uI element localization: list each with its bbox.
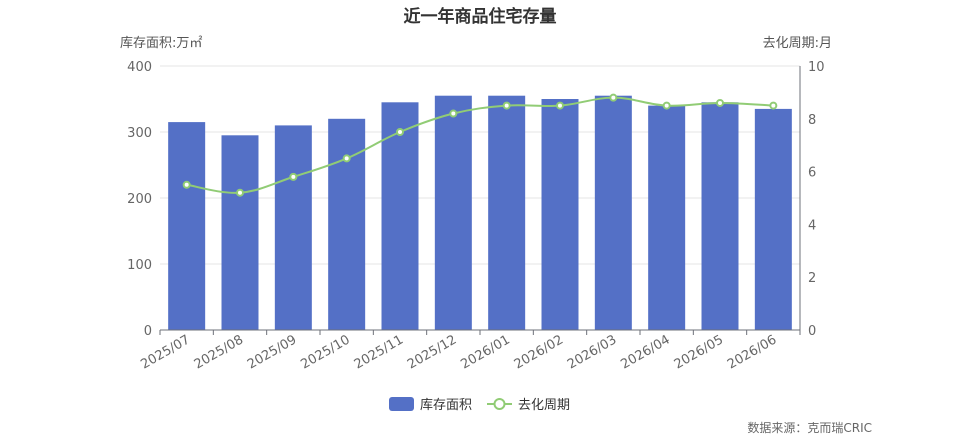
- x-tick-label: 2025/12: [405, 332, 459, 372]
- bar: [221, 135, 259, 330]
- line-path: [186, 96, 774, 194]
- source-note: 数据来源：克而瑞CRIC: [747, 420, 872, 435]
- line-point: [236, 188, 244, 197]
- legend-line-marker[interactable]: [493, 398, 506, 410]
- bar: [594, 95, 632, 330]
- bar-series: [168, 95, 792, 331]
- line-point: [449, 109, 458, 118]
- line-point: [182, 180, 191, 189]
- right-tick-label: 8: [808, 113, 816, 128]
- line-point: [396, 128, 404, 136]
- left-tick-label: 0: [144, 324, 152, 339]
- x-tick-label: 2026/06: [725, 332, 779, 372]
- chart-title: 近一年商品住宅存量: [404, 6, 557, 27]
- bar: [754, 108, 792, 331]
- bar: [168, 122, 206, 330]
- x-tick-label: 2025/11: [352, 332, 406, 372]
- x-tick-label: 2026/03: [565, 332, 619, 372]
- right-tick-label: 2: [808, 271, 816, 286]
- legend-bar-label[interactable]: 库存面积: [420, 397, 472, 413]
- left-axis-label: 库存面积:万㎡: [120, 35, 202, 51]
- bar: [274, 125, 312, 331]
- line-point: [769, 101, 778, 110]
- right-tick-label: 0: [808, 324, 816, 339]
- line-point: [662, 101, 671, 110]
- legend: 库存面积 去化周期: [389, 397, 570, 413]
- line-series: [182, 93, 778, 197]
- legend-bar-swatch[interactable]: [389, 397, 414, 411]
- line-point: [289, 172, 298, 181]
- x-tick-label: 2026/01: [458, 332, 512, 372]
- bar: [541, 99, 579, 330]
- legend-line-label[interactable]: 去化周期: [518, 398, 570, 413]
- right-tick-label: 4: [808, 218, 816, 233]
- line-point: [556, 101, 564, 110]
- x-tick-label: 2025/10: [298, 332, 352, 372]
- bar: [648, 105, 686, 330]
- grid-lines: [160, 65, 800, 265]
- x-tick-label: 2026/02: [512, 332, 566, 372]
- right-tick-label: 6: [808, 166, 816, 181]
- left-tick-label: 200: [127, 192, 152, 207]
- left-tick-label: 400: [127, 60, 152, 75]
- bar: [434, 95, 472, 330]
- right-tick-label: 10: [808, 60, 825, 75]
- bar: [328, 118, 366, 330]
- line-point: [609, 93, 618, 102]
- line-point: [342, 154, 351, 163]
- bar: [701, 102, 739, 330]
- bar: [488, 95, 526, 330]
- line-point: [502, 101, 511, 110]
- left-tick-label: 100: [127, 258, 152, 273]
- x-tick-label: 2026/05: [672, 332, 726, 372]
- bar: [381, 102, 419, 330]
- x-tick-label: 2026/04: [618, 332, 672, 372]
- right-axis-label: 去化周期:月: [763, 36, 832, 51]
- x-tick-label: 2025/08: [192, 332, 246, 372]
- x-tick-label: 2025/09: [245, 332, 299, 372]
- left-tick-label: 300: [127, 126, 152, 141]
- line-point: [716, 98, 724, 107]
